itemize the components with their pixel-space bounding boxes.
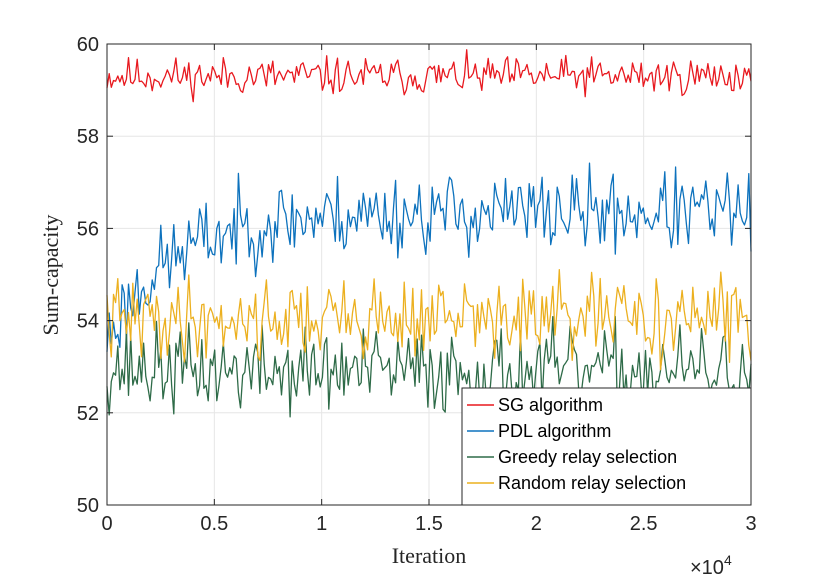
x-tick-label: 1.5: [415, 513, 443, 535]
x-axis-label: Iteration: [392, 543, 467, 568]
y-tick-label: 54: [77, 311, 99, 333]
legend-label-2: PDL algorithm: [498, 421, 611, 441]
x-tick-label: 2.5: [630, 513, 658, 535]
series-line-1: [106, 49, 752, 103]
x-tick-label: 0.5: [200, 513, 228, 535]
series-line-2: [106, 162, 752, 352]
y-tick-label: 52: [77, 403, 99, 425]
legend-label-4: Random relay selection: [498, 473, 686, 493]
series-lines: [106, 49, 752, 419]
axis-ticks: 0 0.5 1 1.5 2 2.5 3 50 52 54 56 58 60: [77, 34, 757, 535]
series-line-4: [106, 268, 752, 371]
x-tick-label: 3: [745, 513, 756, 535]
legend: SG algorithm PDL algorithm Greedy relay se…: [461, 387, 752, 506]
y-tick-label: 56: [77, 218, 99, 240]
y-tick-label: 58: [77, 126, 99, 148]
series-line-3: [106, 315, 752, 419]
x-tick-label: 1: [316, 513, 327, 535]
x-multiplier-label: ×104: [690, 552, 732, 579]
x-tick-label: 0: [101, 513, 112, 535]
y-axis-label: Sum-capacity: [38, 215, 63, 336]
x-tick-label: 2: [531, 513, 542, 535]
legend-label-1: SG algorithm: [498, 395, 603, 415]
legend-box: [461, 387, 752, 506]
legend-label-3: Greedy relay selection: [498, 447, 677, 467]
y-tick-label: 50: [77, 495, 99, 517]
y-tick-label: 60: [77, 34, 99, 56]
